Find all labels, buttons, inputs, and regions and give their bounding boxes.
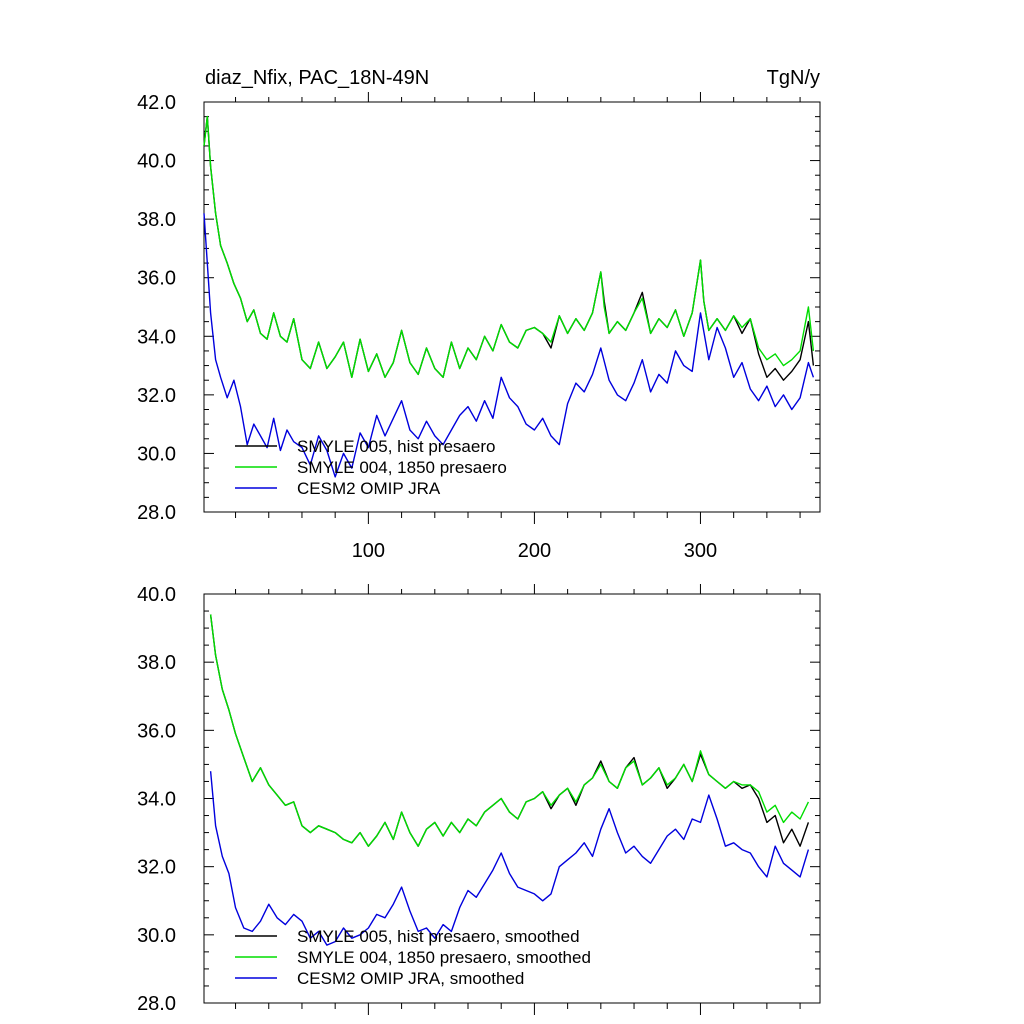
y-tick-label: 34.0 xyxy=(137,789,176,811)
y-tick-label: 28.0 xyxy=(137,502,176,524)
legend-label: CESM2 OMIP JRA, smoothed xyxy=(297,969,524,988)
y-tick-label: 32.0 xyxy=(137,857,176,879)
y-tick-label: 40.0 xyxy=(137,151,176,173)
y-tick-label: 38.0 xyxy=(137,209,176,231)
y-tick-label: 36.0 xyxy=(137,268,176,290)
chart-title-left: diaz_Nfix, PAC_18N-49N xyxy=(205,67,429,89)
series-line-omip xyxy=(203,213,815,478)
y-tick-label: 36.0 xyxy=(137,720,176,742)
y-tick-label: 28.0 xyxy=(137,993,176,1015)
series-line-smyle004 xyxy=(203,115,815,378)
series-line-smyle004 xyxy=(209,614,810,847)
legend-label: SMYLE 005, hist presaero xyxy=(297,437,495,456)
top-panel: 28.0 30.0 32.0 34.0 36.0 38.0 40.0 42.0 100 200 30… xyxy=(137,92,821,562)
x-tick-label: 100 xyxy=(352,540,385,562)
x-tick-label: 200 xyxy=(518,540,551,562)
y-tick-label: 32.0 xyxy=(137,385,176,407)
y-tick-label: 30.0 xyxy=(137,443,176,465)
bottom-panel: 28.0 30.0 32.0 34.0 36.0 38.0 40.0 SMYLE 005, h… xyxy=(137,584,821,1015)
y-tick-label: 34.0 xyxy=(137,326,176,348)
y-tick-label: 40.0 xyxy=(137,584,176,606)
x-tick-label: 300 xyxy=(684,540,717,562)
y-tick-label: 42.0 xyxy=(137,92,176,114)
series-line-omip xyxy=(209,771,810,946)
legend-label: SMYLE 005, hist presaero, smoothed xyxy=(297,927,580,946)
legend-label: CESM2 OMIP JRA xyxy=(297,479,441,498)
legend-label: SMYLE 004, 1850 presaero xyxy=(297,458,507,477)
legend-label: SMYLE 004, 1850 presaero, smoothed xyxy=(297,948,591,967)
y-tick-label: 38.0 xyxy=(137,652,176,674)
chart-units-label: TgN/y xyxy=(767,67,820,89)
y-tick-label: 30.0 xyxy=(137,925,176,947)
